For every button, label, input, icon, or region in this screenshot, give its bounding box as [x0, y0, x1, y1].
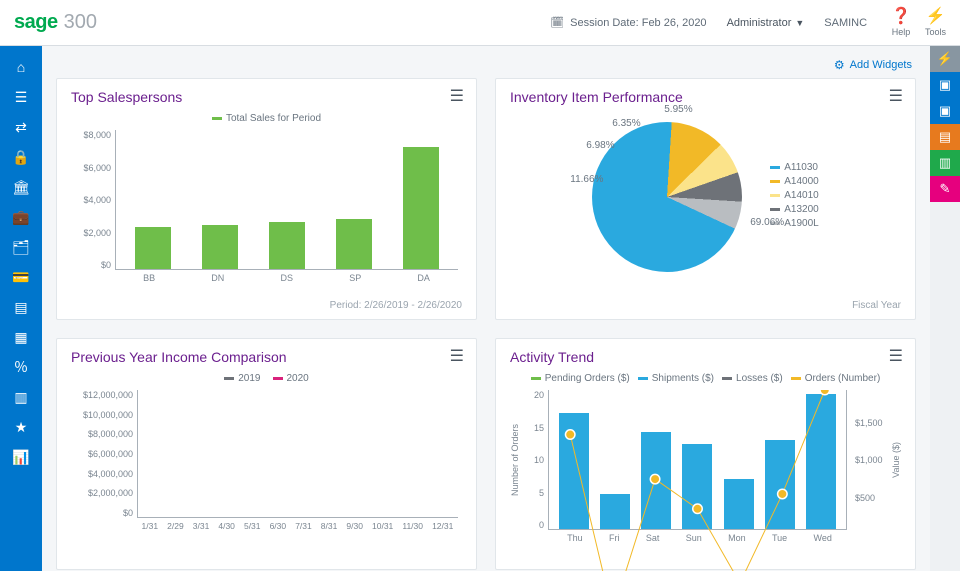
rail-sheet-icon[interactable]: ▥ — [930, 150, 960, 176]
chevron-down-icon: ▼ — [795, 18, 804, 28]
x-axis: BBDNDSSPDA — [71, 273, 462, 283]
sidebar-star-icon[interactable]: ★ — [0, 412, 42, 442]
card-title: Inventory Item Performance — [510, 89, 901, 105]
bar — [806, 394, 836, 529]
bar — [202, 225, 238, 269]
top-bar: sage 300 🗓 Session Date: Feb 26, 2020 Ad… — [0, 0, 960, 46]
y-axis: $8,000$6,000$4,000$2,000$0 — [71, 130, 115, 270]
card-income-comparison: Previous Year Income Comparison ☰ 201920… — [56, 338, 477, 570]
x-axis: 1/312/293/314/305/316/307/318/319/3010/3… — [71, 521, 462, 531]
bar — [724, 479, 754, 529]
card-menu-icon[interactable]: ☰ — [450, 89, 464, 105]
add-widgets-button[interactable]: ⚙ Add Widgets — [56, 54, 916, 78]
bar — [765, 440, 795, 529]
card-title: Top Salespersons — [71, 89, 462, 105]
logo-brand: sage — [14, 11, 58, 34]
rail-bolt-icon[interactable]: ⚡ — [930, 46, 960, 72]
pie-callout: 69.06% — [750, 217, 784, 228]
company-code: SAMINC — [824, 17, 867, 29]
legend: 20192020 — [71, 373, 462, 384]
plot-area — [137, 390, 458, 518]
user-menu[interactable]: Administrator ▼ — [727, 17, 805, 29]
bar — [269, 222, 305, 269]
card-activity-trend: Activity Trend ☰ Pending Orders ($)Shipm… — [495, 338, 916, 570]
sidebar-chart-icon[interactable]: 📊 — [0, 442, 42, 472]
add-widgets-label: Add Widgets — [850, 59, 912, 71]
bar — [135, 227, 171, 269]
help-label: Help — [892, 27, 911, 37]
bar — [682, 444, 712, 529]
sidebar-sheet-icon[interactable]: ▥ — [0, 382, 42, 412]
card-menu-icon[interactable]: ☰ — [450, 349, 464, 365]
card-inventory-performance: Inventory Item Performance ☰ 5.95% 6.35% 6… — [495, 78, 916, 320]
y-axis-left: 20151050 — [520, 390, 548, 530]
sidebar-list-icon[interactable]: ☰ — [0, 82, 42, 112]
sidebar-inout-icon[interactable]: ⇄ — [0, 112, 42, 142]
plot-area — [548, 390, 847, 530]
bolt-icon: ⚡ — [926, 9, 946, 25]
pie-callout: 11.66% — [570, 174, 603, 185]
user-name: Administrator — [727, 17, 792, 29]
bar — [559, 413, 589, 529]
y-axis-right: $1,500$1,000$500 — [851, 390, 891, 530]
legend-swatch — [212, 117, 222, 120]
bar — [641, 432, 671, 529]
sidebar-lock-icon[interactable]: 🔒 — [0, 142, 42, 172]
bar — [600, 494, 630, 529]
session-date[interactable]: 🗓 Session Date: Feb 26, 2020 — [550, 16, 706, 29]
pie-callout: 6.98% — [586, 140, 614, 151]
card-top-salespersons: Top Salespersons ☰ Total Sales for Perio… — [56, 78, 477, 320]
grouped-bar-chart: $12,000,000$10,000,000$8,000,000$6,000,0… — [71, 390, 462, 518]
bar — [336, 219, 372, 269]
x-axis: ThuFriSatSunMonTueWed — [510, 533, 901, 543]
legend: Pending Orders ($)Shipments ($)Losses ($… — [510, 373, 901, 384]
calendar-icon: 🗓 — [550, 16, 564, 29]
pie-callout: 6.35% — [612, 118, 640, 129]
sidebar-grid-icon[interactable]: ▦ — [0, 322, 42, 352]
pie-callout: 5.95% — [664, 104, 692, 115]
sidebar-bank-icon[interactable]: 🏛 — [0, 172, 42, 202]
tools-label: Tools — [925, 27, 946, 37]
card-footer: Period: 2/26/2019 - 2/26/2020 — [330, 300, 462, 311]
sidebar-home-icon[interactable]: ⌂ — [0, 52, 42, 82]
pie-chart: 5.95%6.35%6.98%11.66%69.06% A11030A14000… — [510, 113, 901, 281]
session-date-label: Session Date: — [570, 17, 638, 29]
y-axis-right-label: Value ($) — [891, 442, 901, 478]
plot-area — [115, 130, 458, 270]
sidebar-percent-icon[interactable]: ％ — [0, 352, 42, 382]
rail-screen2-icon[interactable]: ▣ — [930, 98, 960, 124]
help-button[interactable]: ❓ Help — [891, 9, 911, 37]
sidebar-card-icon[interactable]: 💳 — [0, 262, 42, 292]
legend: Total Sales for Period — [71, 113, 462, 124]
card-menu-icon[interactable]: ☰ — [889, 89, 903, 105]
rail-doc-icon[interactable]: ▤ — [930, 124, 960, 150]
left-sidebar: ⌂ ☰ ⇄ 🔒 🏛 💼 🗂 💳 ▤ ▦ ％ ▥ ★ 📊 — [0, 46, 42, 571]
bar-chart: $8,000$6,000$4,000$2,000$0 — [71, 130, 462, 270]
y-axis: $12,000,000$10,000,000$8,000,000$6,000,0… — [71, 390, 137, 518]
logo-model: 300 — [64, 11, 97, 34]
dashboard-main: ⚙ Add Widgets Top Salespersons ☰ Total S… — [42, 46, 930, 571]
sidebar-doc-icon[interactable]: ▤ — [0, 292, 42, 322]
gear-icon: ⚙ — [834, 58, 845, 72]
sidebar-briefcase-icon[interactable]: 💼 — [0, 202, 42, 232]
right-rail: ⚡ ▣ ▣ ▤ ▥ ✎ — [930, 46, 960, 202]
rail-screen1-icon[interactable]: ▣ — [930, 72, 960, 98]
legend-label: Total Sales for Period — [226, 113, 321, 124]
session-date-value: Feb 26, 2020 — [642, 17, 707, 29]
card-title: Previous Year Income Comparison — [71, 349, 462, 365]
bar — [403, 147, 439, 269]
card-menu-icon[interactable]: ☰ — [889, 349, 903, 365]
card-title: Activity Trend — [510, 349, 901, 365]
sidebar-folder-icon[interactable]: 🗂 — [0, 232, 42, 262]
y-axis-left-label: Number of Orders — [510, 424, 520, 496]
card-footer: Fiscal Year — [852, 300, 901, 311]
rail-edit-icon[interactable]: ✎ — [930, 176, 960, 202]
help-icon: ❓ — [891, 9, 911, 25]
tools-button[interactable]: ⚡ Tools — [925, 9, 946, 37]
